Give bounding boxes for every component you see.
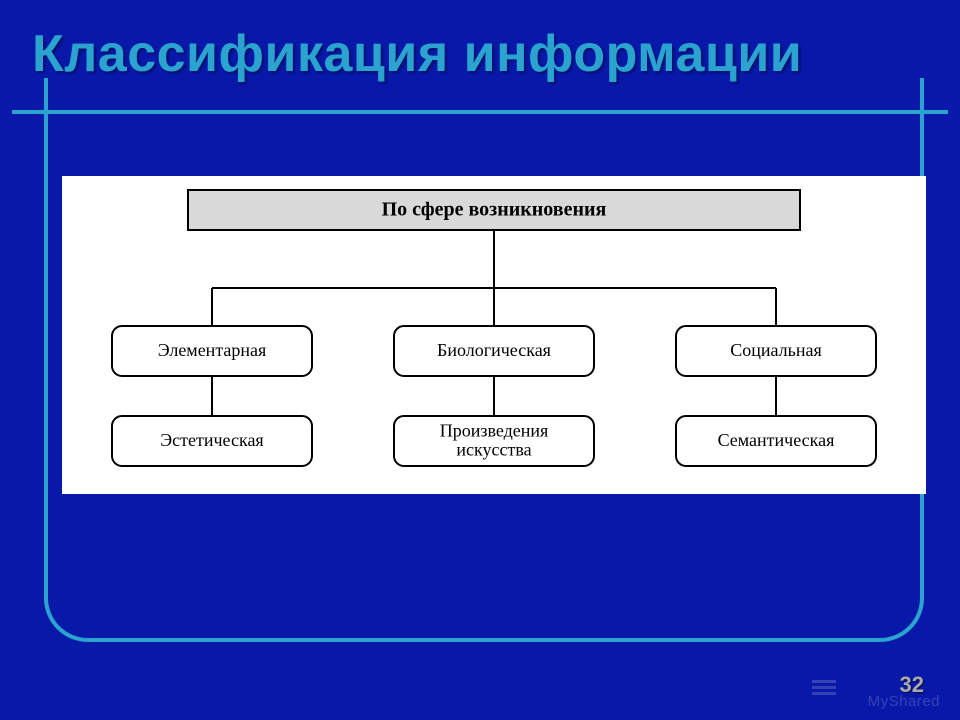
leaf-label-elementary: Элементарная (158, 340, 267, 360)
diagram-svg: По сфере возникновения Элементарная Эстети… (62, 176, 926, 494)
leaf-label-artworks: Произведения (440, 421, 549, 441)
leaf-label-aesthetic: Эстетическая (160, 430, 263, 450)
slide-title: Классификация информации (32, 24, 802, 84)
leaf-label-biological: Биологическая (437, 340, 551, 360)
slide: Классификация информации По сфере возник… (0, 0, 960, 720)
watermark-icon (812, 678, 842, 700)
leaf-label-social: Социальная (730, 340, 822, 360)
leaf-label-semantic: Семантическая (718, 430, 835, 450)
leaf-label-artworks: искусства (456, 440, 531, 460)
root-label: По сфере возникновения (382, 199, 607, 221)
diagram-panel: По сфере возникновения Элементарная Эстети… (62, 176, 926, 494)
watermark-text: MyShared (868, 693, 940, 710)
